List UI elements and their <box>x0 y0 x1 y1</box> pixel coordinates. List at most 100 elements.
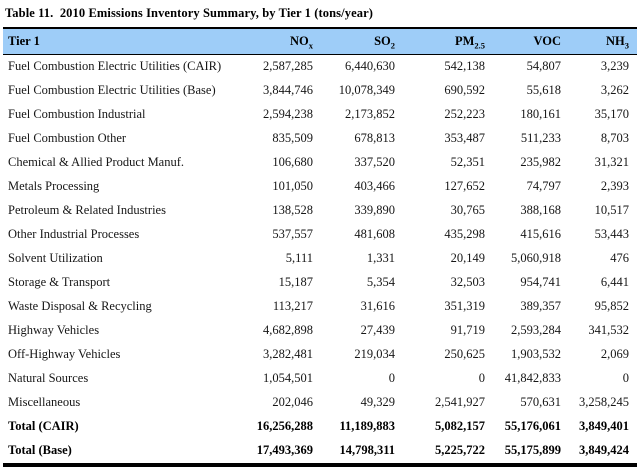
cell-nox: 5,111 <box>285 251 313 265</box>
cell-voc: 235,982 <box>520 155 561 169</box>
cell-nh3: 341,532 <box>588 323 629 337</box>
table-row: Highway Vehicles 4,682,898 27,439 91,719… <box>3 319 637 343</box>
cell-voc: 389,357 <box>520 299 561 313</box>
row-label: Storage & Transport <box>8 275 111 289</box>
table-row: Metals Processing 101,050 403,466 127,65… <box>3 175 637 199</box>
cell-pm25: 252,223 <box>444 107 485 121</box>
cell-nox: 3,844,746 <box>263 83 313 97</box>
table-row: Off-Highway Vehicles 3,282,481 219,034 2… <box>3 343 637 367</box>
cell-pm25: 690,592 <box>444 83 485 97</box>
cell-so2: 10,078,349 <box>338 83 395 97</box>
cell-nox: 202,046 <box>272 395 313 409</box>
cell-pm25: 542,138 <box>444 59 485 73</box>
column-header-voc: VOC <box>493 28 569 55</box>
row-label: Off-Highway Vehicles <box>8 347 121 361</box>
table-row: Waste Disposal & Recycling 113,217 31,61… <box>3 295 637 319</box>
cell-so2: 403,466 <box>354 179 395 193</box>
cell-pm25: 5,082,157 <box>435 419 485 433</box>
cell-voc: 55,175,899 <box>504 443 561 457</box>
cell-so2: 49,329 <box>360 395 395 409</box>
cell-nh3: 10,517 <box>594 203 629 217</box>
cell-nh3: 0 <box>622 371 629 385</box>
column-header-nox-sub: x <box>308 40 313 51</box>
column-header-voc-base: VOC <box>533 34 561 48</box>
column-header-nh3-base: NH <box>606 34 625 48</box>
column-header-pm25: PM2.5 <box>403 28 493 55</box>
cell-pm25: 32,503 <box>450 275 485 289</box>
column-header-tier1: Tier 1 <box>3 28 239 55</box>
cell-nox: 2,594,238 <box>263 107 313 121</box>
cell-pm25: 250,625 <box>444 347 485 361</box>
column-header-pm25-base: PM <box>454 34 475 48</box>
row-label: Other Industrial Processes <box>8 227 140 241</box>
cell-voc: 388,168 <box>520 203 561 217</box>
column-header-so2-sub: 2 <box>390 40 395 51</box>
cell-pm25: 127,652 <box>444 179 485 193</box>
cell-voc: 5,060,918 <box>511 251 561 265</box>
cell-so2: 11,189,883 <box>339 419 395 433</box>
cell-nox: 15,187 <box>278 275 313 289</box>
cell-pm25: 435,298 <box>444 227 485 241</box>
table-body: Fuel Combustion Electric Utilities (CAIR… <box>3 55 637 466</box>
cell-nox: 537,557 <box>272 227 313 241</box>
cell-pm25: 351,319 <box>444 299 485 313</box>
cell-so2: 219,034 <box>354 347 395 361</box>
cell-nox: 835,509 <box>272 131 313 145</box>
cell-so2: 2,173,852 <box>345 107 395 121</box>
cell-so2: 339,890 <box>354 203 395 217</box>
cell-voc: 2,593,284 <box>511 323 561 337</box>
cell-nh3: 3,239 <box>600 59 629 73</box>
cell-so2: 481,608 <box>354 227 395 241</box>
column-header-nh3-sub: 3 <box>624 40 629 51</box>
cell-pm25: 91,719 <box>450 323 485 337</box>
table-row: Storage & Transport 15,187 5,354 32,503 … <box>3 271 637 295</box>
cell-so2: 31,616 <box>360 299 395 313</box>
cell-so2: 5,354 <box>366 275 395 289</box>
table-row: Total (Base) 17,493,369 14,798,311 5,225… <box>3 439 637 465</box>
column-header-nh3: NH3 <box>569 28 637 55</box>
cell-so2: 0 <box>388 371 395 385</box>
table-row: Fuel Combustion Electric Utilities (Base… <box>3 79 637 103</box>
column-header-pm25-sub: 2.5 <box>474 40 485 51</box>
row-label: Petroleum & Related Industries <box>8 203 166 217</box>
cell-nox: 2,587,285 <box>263 59 313 73</box>
row-label: Fuel Combustion Other <box>8 131 127 145</box>
cell-nh3: 2,393 <box>600 179 629 193</box>
column-header-so2: SO2 <box>321 28 403 55</box>
table-row: Other Industrial Processes 537,557 481,6… <box>3 223 637 247</box>
cell-so2: 337,520 <box>354 155 395 169</box>
table-row: Fuel Combustion Industrial 2,594,238 2,1… <box>3 103 637 127</box>
cell-voc: 511,233 <box>520 131 561 145</box>
cell-nh3: 3,849,401 <box>579 419 629 433</box>
row-label: Fuel Combustion Electric Utilities (Base… <box>8 83 216 97</box>
cell-nh3: 8,703 <box>600 131 629 145</box>
cell-voc: 55,618 <box>526 83 561 97</box>
cell-nox: 106,680 <box>272 155 313 169</box>
table-row: Miscellaneous 202,046 49,329 2,541,927 5… <box>3 391 637 415</box>
table-row: Natural Sources 1,054,501 0 0 41,842,833… <box>3 367 637 391</box>
cell-so2: 6,440,630 <box>345 59 395 73</box>
column-header-nox-base: NO <box>290 34 309 48</box>
cell-nh3: 35,170 <box>594 107 629 121</box>
cell-so2: 678,813 <box>354 131 395 145</box>
cell-nh3: 95,852 <box>594 299 629 313</box>
row-label: Solvent Utilization <box>8 251 103 265</box>
cell-nh3: 6,441 <box>600 275 629 289</box>
cell-nox: 4,682,898 <box>263 323 313 337</box>
cell-nox: 17,493,369 <box>256 443 313 457</box>
cell-pm25: 0 <box>478 371 485 385</box>
cell-pm25: 30,765 <box>450 203 485 217</box>
cell-nh3: 3,849,424 <box>579 443 629 457</box>
table-caption: Table 11. 2010 Emissions Inventory Summa… <box>5 6 373 20</box>
cell-voc: 415,616 <box>520 227 561 241</box>
header-row: Tier 1 NOx SO2 PM2.5 VOC NH3 <box>3 28 637 55</box>
row-label: Fuel Combustion Electric Utilities (CAIR… <box>8 59 222 73</box>
table-row: Fuel Combustion Other 835,509 678,813 35… <box>3 127 637 151</box>
cell-pm25: 2,541,927 <box>435 395 485 409</box>
row-label: Fuel Combustion Industrial <box>8 107 146 121</box>
cell-nh3: 3,262 <box>600 83 629 97</box>
cell-voc: 180,161 <box>520 107 561 121</box>
cell-nh3: 53,443 <box>594 227 629 241</box>
cell-voc: 41,842,833 <box>504 371 561 385</box>
row-label: Total (CAIR) <box>8 419 79 433</box>
